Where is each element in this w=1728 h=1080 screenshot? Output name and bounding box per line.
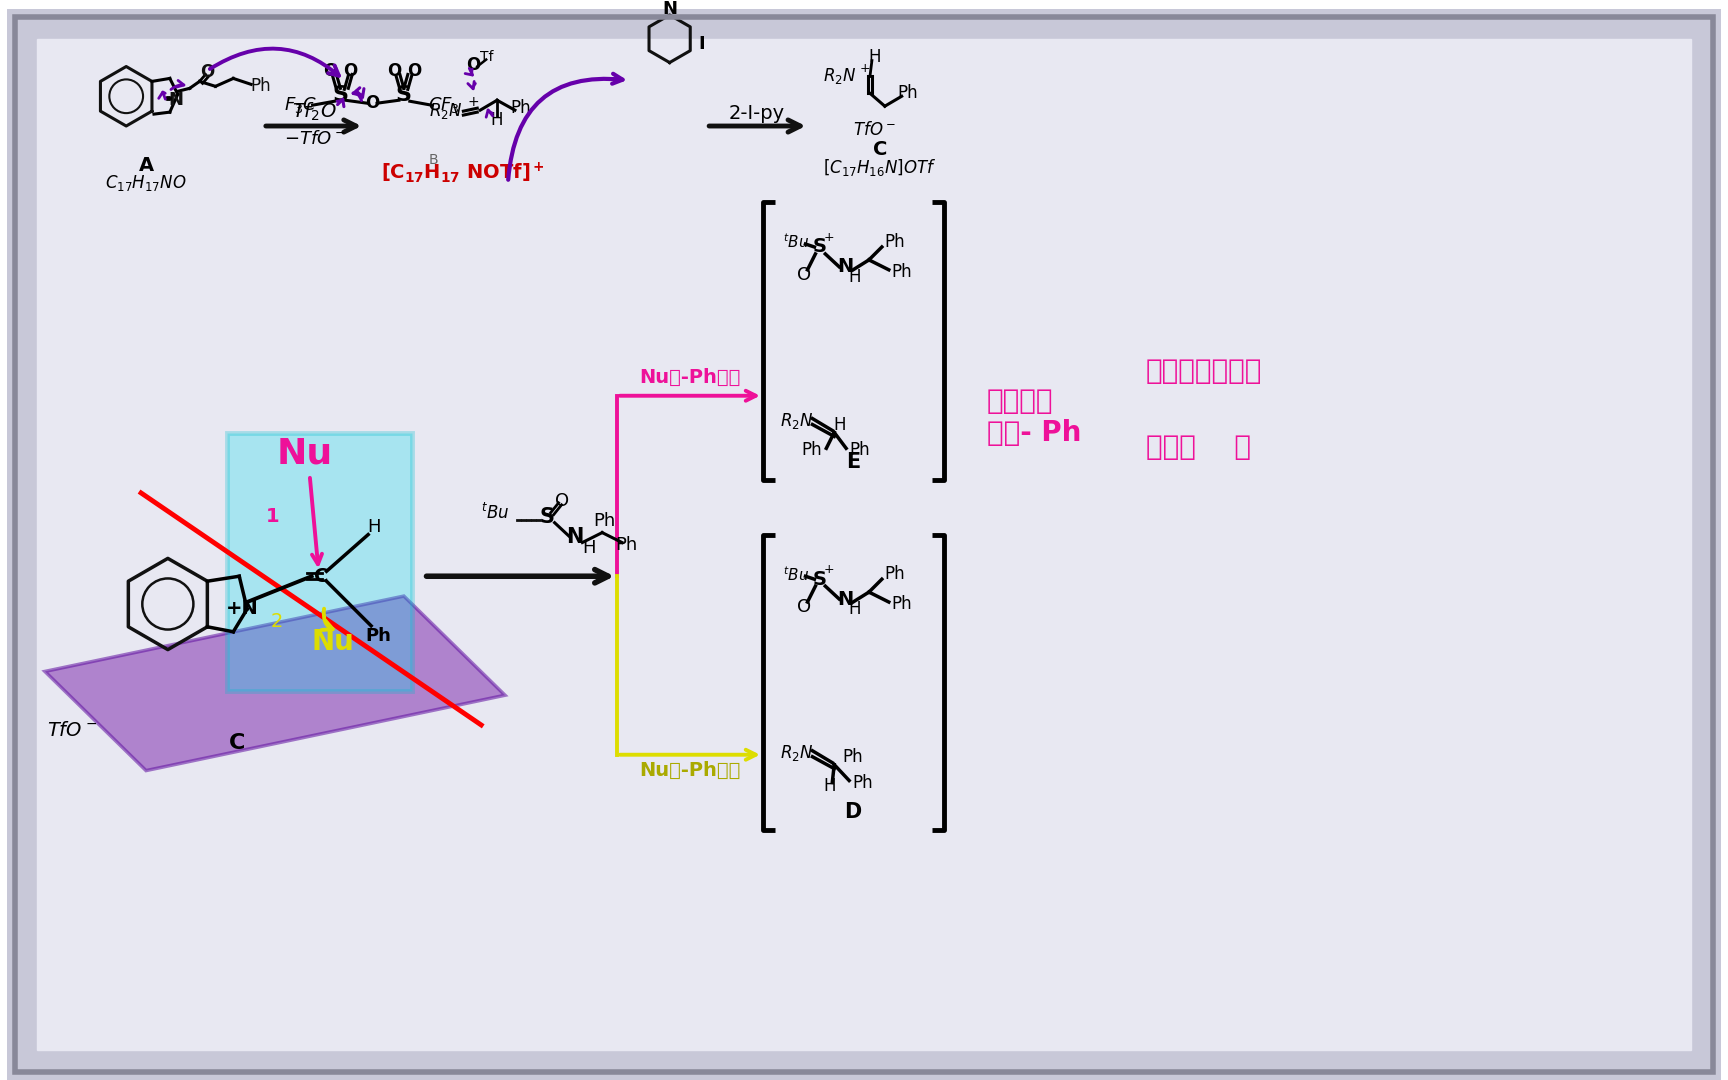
Text: Ph: Ph — [365, 626, 391, 645]
Text: $TfO^-$: $TfO^-$ — [47, 721, 97, 741]
Text: $TfO^-$: $TfO^-$ — [854, 121, 897, 139]
Text: $C_{17}H_{17}NO$: $C_{17}H_{17}NO$ — [105, 173, 187, 192]
Text: N: N — [836, 590, 854, 608]
Text: C: C — [873, 140, 886, 160]
Text: I: I — [698, 35, 705, 53]
Text: O: O — [365, 94, 378, 112]
Text: $^tBu$: $^tBu$ — [783, 565, 809, 583]
Text: +N: +N — [226, 599, 259, 619]
Text: +: + — [859, 62, 871, 75]
Text: $R_2N$: $R_2N$ — [779, 410, 814, 431]
Text: 2: 2 — [271, 612, 283, 632]
Text: Ph: Ph — [885, 565, 905, 583]
Text: +: + — [824, 231, 835, 244]
Text: E: E — [847, 453, 861, 472]
Text: Ph: Ph — [510, 99, 530, 117]
Text: S: S — [539, 507, 555, 527]
Text: 能垒低    快: 能垒低 快 — [1146, 433, 1251, 461]
Text: Ph: Ph — [885, 233, 905, 251]
Text: O: O — [797, 598, 812, 616]
Text: 过渡态位阻小，: 过渡态位阻小， — [1146, 357, 1261, 384]
Text: N: N — [662, 0, 677, 18]
Text: H: H — [869, 48, 881, 66]
Text: O: O — [344, 63, 358, 81]
Text: Ph: Ph — [593, 512, 615, 529]
Text: Ph: Ph — [852, 773, 873, 792]
Text: O: O — [555, 491, 570, 510]
Text: O: O — [200, 64, 214, 81]
Text: S: S — [396, 85, 411, 105]
Text: +: + — [468, 95, 479, 109]
Text: 亲核试剂: 亲核试剂 — [987, 387, 1054, 415]
Text: $- TfO^-$: $- TfO^-$ — [283, 130, 346, 148]
Text: 1: 1 — [266, 508, 280, 526]
Text: O: O — [797, 266, 812, 284]
Text: $^tBu$: $^tBu$ — [783, 232, 809, 252]
Text: Nu: Nu — [276, 436, 334, 470]
Text: $R_2N$: $R_2N$ — [779, 743, 814, 762]
Text: Nu: Nu — [311, 627, 354, 656]
Text: $CF_3$: $CF_3$ — [427, 95, 460, 116]
Text: N: N — [168, 91, 183, 109]
Text: H: H — [823, 778, 836, 796]
Text: H: H — [491, 111, 503, 130]
Text: H: H — [368, 517, 380, 536]
Text: O: O — [406, 63, 422, 81]
Text: H: H — [833, 416, 845, 433]
Text: Tf: Tf — [480, 50, 494, 64]
Text: C: C — [314, 567, 328, 585]
Text: O: O — [387, 63, 401, 81]
Text: C: C — [230, 733, 245, 753]
Text: H: H — [582, 540, 596, 557]
Text: O: O — [467, 55, 480, 73]
Text: 远离- Ph: 远离- Ph — [987, 419, 1082, 447]
Text: $[C_{17}H_{16}N]OTf$: $[C_{17}H_{16}N]OTf$ — [823, 158, 937, 178]
Text: S: S — [812, 570, 826, 589]
Text: Ph: Ph — [892, 262, 912, 281]
Text: Ph: Ph — [848, 442, 869, 459]
Text: +: + — [824, 563, 835, 576]
Text: Nu与-Ph异侧: Nu与-Ph异侧 — [639, 368, 740, 388]
Text: D: D — [845, 802, 862, 822]
Text: $^tBu$: $^tBu$ — [480, 502, 510, 523]
Text: N: N — [565, 527, 582, 546]
Text: B: B — [429, 152, 439, 166]
Text: $\bf{[C_{17}H_{17}\ NOTf]^+}$: $\bf{[C_{17}H_{17}\ NOTf]^+}$ — [382, 160, 546, 185]
Text: H: H — [848, 268, 861, 286]
Text: Nu与-Ph同侧: Nu与-Ph同侧 — [639, 761, 740, 780]
Text: A: A — [138, 157, 154, 175]
Text: S: S — [812, 238, 826, 256]
Text: Ph: Ph — [251, 78, 271, 95]
Text: Ph: Ph — [892, 595, 912, 613]
Text: Ph: Ph — [802, 442, 823, 459]
Text: $R_2N$: $R_2N$ — [824, 67, 857, 86]
Polygon shape — [45, 596, 505, 771]
Text: Ph: Ph — [897, 84, 918, 103]
Text: 2-I-py: 2-I-py — [729, 104, 785, 123]
Text: $Tf_2O$: $Tf_2O$ — [292, 102, 337, 123]
Text: H: H — [848, 600, 861, 618]
Text: $R_2N$: $R_2N$ — [429, 102, 461, 121]
Text: S: S — [332, 85, 349, 105]
Polygon shape — [228, 433, 411, 691]
Text: O: O — [323, 63, 337, 81]
Text: Ph: Ph — [615, 536, 638, 553]
Text: $F_3C$: $F_3C$ — [283, 95, 318, 116]
Text: N: N — [836, 257, 854, 276]
Text: Ph: Ph — [842, 747, 862, 766]
